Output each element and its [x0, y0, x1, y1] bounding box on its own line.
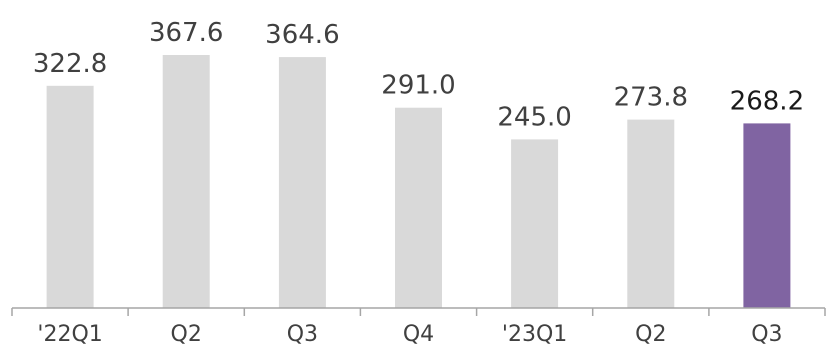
value-label-3: 291.0	[381, 71, 455, 101]
value-label-4: 245.0	[497, 102, 571, 132]
tick-label-0: '22Q1	[37, 322, 102, 347]
tick-label-3: Q4	[403, 322, 434, 347]
tick-label-6: Q3	[751, 322, 782, 347]
tick-label-5: Q2	[635, 322, 666, 347]
bar-0	[46, 85, 94, 308]
value-label-6: 268.2	[730, 86, 804, 116]
tick-label-4: '23Q1	[502, 322, 567, 347]
bar-3	[395, 107, 442, 308]
bar-1	[162, 55, 210, 308]
value-label-1: 367.6	[149, 18, 223, 48]
x-axis-ticks	[11, 308, 826, 316]
value-label-5: 273.8	[614, 83, 688, 113]
bars-group	[46, 55, 791, 309]
bar-6	[743, 123, 791, 309]
bar-2	[278, 57, 326, 308]
tick-label-1: Q2	[171, 322, 202, 347]
value-labels-group: 322.8 367.6 364.6 291.0 245.0 273.8 268.2	[33, 18, 804, 132]
value-label-2: 364.6	[265, 20, 339, 50]
tick-label-2: Q3	[287, 322, 318, 347]
bar-4	[511, 139, 559, 308]
bar-5	[627, 119, 675, 308]
value-label-0: 322.8	[33, 49, 107, 79]
x-axis-tick-labels: '22Q1 Q2 Q3 Q4 '23Q1 Q2 Q3	[37, 322, 782, 347]
